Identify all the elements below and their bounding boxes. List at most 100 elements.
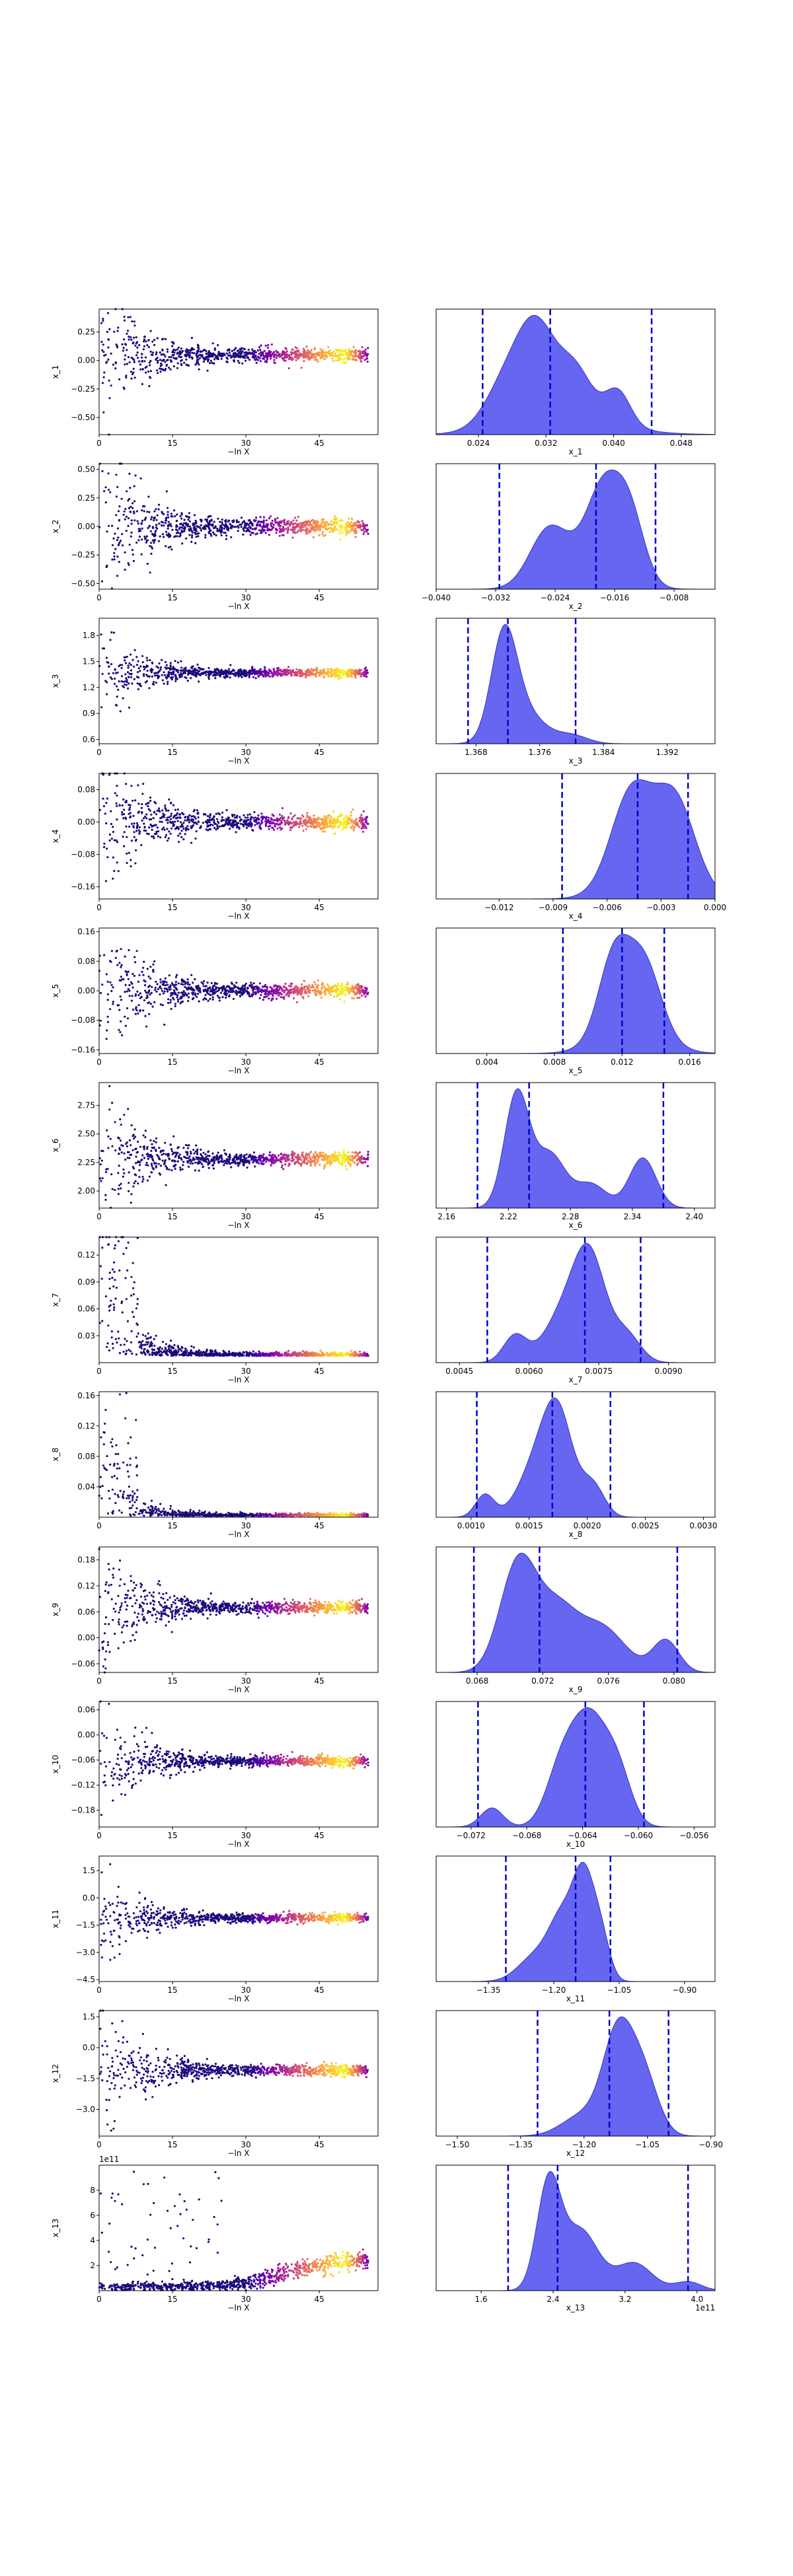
- trace-point: [260, 344, 262, 347]
- trace-point: [111, 544, 114, 546]
- trace-point: [309, 524, 312, 526]
- trace-point: [157, 372, 159, 375]
- trace-point: [330, 993, 332, 996]
- trace-ytick-label: 0.25: [77, 328, 95, 337]
- trace-point: [338, 532, 341, 535]
- trace-point: [156, 357, 159, 359]
- trace-point: [130, 519, 133, 522]
- trace-point: [334, 832, 336, 835]
- trace-point: [351, 985, 354, 987]
- trace-point: [204, 820, 207, 823]
- trace-point: [159, 978, 162, 981]
- trace-point: [208, 521, 211, 524]
- trace-point: [153, 510, 156, 513]
- trace-point: [165, 677, 168, 680]
- trace-point: [192, 522, 194, 525]
- trace-point: [365, 666, 367, 669]
- trace-point: [256, 355, 260, 358]
- trace-point: [365, 816, 367, 819]
- trace-point: [361, 672, 364, 675]
- trace-point: [171, 671, 174, 674]
- trace-points-x6: [98, 1085, 369, 1209]
- trace-point: [215, 673, 218, 676]
- trace-point: [112, 363, 114, 366]
- trace-point: [235, 831, 237, 834]
- trace-point: [223, 671, 226, 674]
- trace-point: [303, 355, 306, 358]
- trace-point: [143, 1157, 146, 1159]
- trace-point: [306, 816, 309, 818]
- trace-point: [311, 525, 314, 528]
- trace-point: [330, 986, 332, 989]
- trace-point: [148, 1013, 151, 1015]
- trace-point: [204, 536, 207, 539]
- trace-point: [315, 818, 318, 821]
- trace-point: [302, 347, 305, 350]
- trace-point: [259, 516, 262, 519]
- trace-point: [235, 823, 237, 826]
- trace-xlabel: −ln X: [227, 447, 249, 456]
- trace-point: [184, 983, 186, 985]
- trace-point: [162, 992, 165, 995]
- trace-point: [324, 817, 327, 820]
- trace-point: [350, 818, 354, 821]
- trace-point: [197, 535, 200, 538]
- trace-point: [142, 783, 145, 785]
- trace-point: [122, 386, 125, 389]
- trace-point: [114, 532, 116, 535]
- trace-point: [163, 524, 165, 527]
- trace-point: [104, 1170, 108, 1174]
- trace-point: [182, 812, 184, 815]
- trace-point: [130, 377, 133, 380]
- trace-point: [153, 542, 155, 544]
- trace-point: [183, 670, 186, 672]
- trace-point: [230, 526, 233, 529]
- trace-point: [113, 558, 116, 561]
- trace-point: [133, 336, 135, 339]
- trace-point: [225, 822, 227, 824]
- trace-point: [202, 998, 205, 1001]
- trace-ytick-label: 1.2: [83, 683, 95, 692]
- trace-point: [238, 351, 241, 355]
- trace-point: [145, 541, 147, 544]
- trace-point: [166, 816, 169, 819]
- trace-point: [300, 986, 303, 989]
- trace-ytick-label: 0.6: [83, 734, 95, 744]
- trace-point: [358, 826, 361, 828]
- trace-point: [235, 520, 238, 524]
- trace-point: [112, 537, 115, 540]
- trace-point: [121, 544, 124, 547]
- trace-point: [244, 985, 246, 987]
- trace-point: [362, 830, 365, 833]
- trace-point: [144, 681, 147, 684]
- trace-point: [200, 981, 203, 984]
- trace-point: [206, 822, 209, 824]
- trace-point: [100, 580, 104, 583]
- trace-points-x4: [98, 772, 369, 882]
- trace-point: [175, 357, 178, 359]
- trace-point: [243, 814, 245, 816]
- trace-point: [131, 995, 133, 997]
- trace-point: [312, 989, 315, 992]
- trace-point: [250, 982, 252, 984]
- trace-point: [287, 522, 290, 525]
- trace-point: [221, 989, 224, 992]
- trace-point: [180, 666, 183, 669]
- trace-point: [358, 991, 360, 993]
- trace-point: [136, 825, 139, 828]
- trace-point: [124, 343, 128, 346]
- trace-point: [258, 822, 260, 824]
- trace-point: [126, 1007, 129, 1010]
- trace-point: [292, 815, 295, 818]
- trace-point: [119, 995, 122, 998]
- trace-point: [123, 831, 126, 834]
- trace-point: [143, 668, 145, 670]
- trace-point: [120, 675, 124, 678]
- trace-point: [315, 526, 318, 529]
- trace-point: [260, 816, 263, 818]
- trace-point: [184, 991, 186, 994]
- trace-point: [262, 999, 264, 1001]
- trace-point: [270, 343, 273, 346]
- trace-point: [363, 359, 366, 361]
- density-xtick-label: 0.040: [602, 439, 624, 448]
